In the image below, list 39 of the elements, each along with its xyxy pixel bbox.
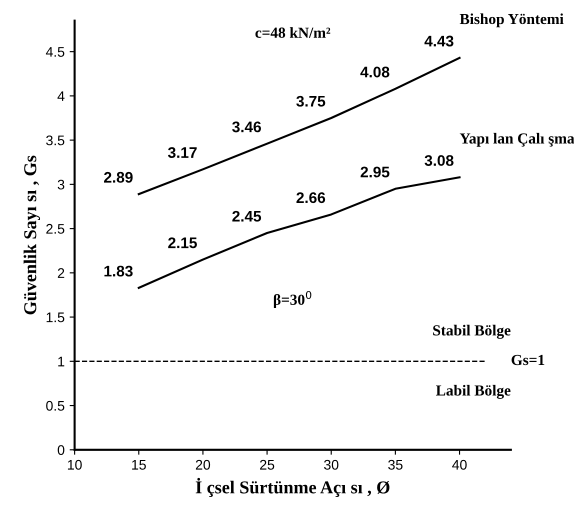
y-tick-label: 4 xyxy=(57,91,64,101)
data-label: 3.46 xyxy=(232,121,261,132)
data-label: 2.66 xyxy=(296,192,326,204)
data-label: 2.89 xyxy=(104,172,133,183)
x-axis-title: İ çsel Sürtünme Açı sı , Ø xyxy=(196,478,390,498)
annotation: Stabil Bölge xyxy=(433,324,510,339)
y-axis-title: Güvenlik Sayı sı , Gs xyxy=(24,156,40,314)
data-label: 2.95 xyxy=(360,166,390,178)
x-tick-label: 35 xyxy=(388,460,403,470)
y-tick-label: 0.5 xyxy=(46,400,64,411)
y-tick-label: 4.5 xyxy=(46,47,64,57)
x-tick-label: 25 xyxy=(260,460,274,470)
data-label: 2.15 xyxy=(168,237,197,248)
y-tick-label: 0 xyxy=(58,445,64,455)
y-tick-label: 3.5 xyxy=(46,135,64,146)
data-label: 4.08 xyxy=(360,66,390,78)
annotation: Labil Bölge xyxy=(436,384,510,399)
data-label: 3.17 xyxy=(168,147,197,158)
y-tick-label: 2.5 xyxy=(46,224,64,234)
data-label: 3.08 xyxy=(424,155,454,166)
x-tick-label: 15 xyxy=(132,460,146,470)
y-tick-label: 3 xyxy=(58,180,64,190)
data-label: 3.75 xyxy=(296,96,326,107)
x-tick-label: 30 xyxy=(324,460,338,470)
y-tick-label: 1.5 xyxy=(46,312,64,322)
x-tick-label: 40 xyxy=(452,460,467,470)
annotation: c=48 kN/m² xyxy=(255,27,330,38)
y-tick-label: 1 xyxy=(58,356,64,366)
x-tick-label: 10 xyxy=(68,460,82,470)
series-label: Bishop Yöntemi xyxy=(460,13,564,28)
text: Yapı lan Çalı şma xyxy=(460,132,574,147)
annotation: β=30$^{0}$ xyxy=(274,290,312,308)
line-series xyxy=(138,176,461,289)
x-tick-label: 20 xyxy=(196,460,210,470)
data-label: 2.45 xyxy=(232,210,262,222)
y-tick-label: 2 xyxy=(58,268,64,278)
data-label: 4.43 xyxy=(424,36,454,47)
data-label: 1.83 xyxy=(104,266,133,277)
ref-line-label: Gs=1 xyxy=(512,354,544,366)
